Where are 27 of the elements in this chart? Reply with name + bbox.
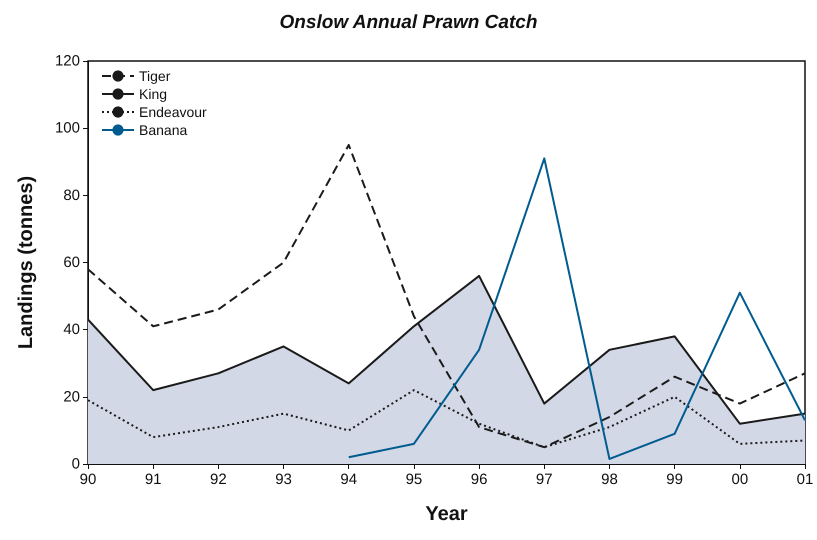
x-tick-label: 94 — [340, 471, 358, 488]
x-tick-label: 01 — [796, 471, 814, 488]
y-tick-label: 120 — [54, 52, 80, 70]
x-tick-label: 97 — [536, 471, 553, 488]
y-axis-title: Landings (tonnes) — [15, 176, 37, 350]
y-tick-label: 20 — [63, 388, 80, 406]
x-tick-label: 99 — [666, 471, 683, 488]
x-tick-label: 96 — [470, 471, 488, 488]
x-tick-label: 92 — [210, 471, 227, 488]
x-tick-label: 90 — [80, 471, 96, 488]
x-tick-label: 00 — [731, 471, 748, 488]
legend-label: Banana — [139, 122, 188, 138]
x-tick-label: 95 — [406, 471, 422, 488]
y-tick-label: 100 — [54, 120, 80, 137]
legend-label: Tiger — [139, 68, 171, 84]
x-tick-label: 93 — [275, 471, 292, 488]
x-axis-title: Year — [425, 503, 468, 525]
line-series — [348, 157, 806, 460]
legend-label: King — [139, 86, 168, 102]
chart-title: Onslow Annual Prawn Catch — [280, 12, 538, 33]
y-tick-label: 80 — [63, 186, 80, 204]
y-tick-label: 60 — [63, 254, 80, 271]
y-tick-label: 0 — [72, 456, 80, 472]
x-tick-label: 91 — [144, 471, 162, 488]
y-tick-label: 40 — [63, 321, 80, 338]
legend-label: Endeavour — [139, 104, 208, 120]
x-tick-label: 98 — [601, 471, 618, 488]
